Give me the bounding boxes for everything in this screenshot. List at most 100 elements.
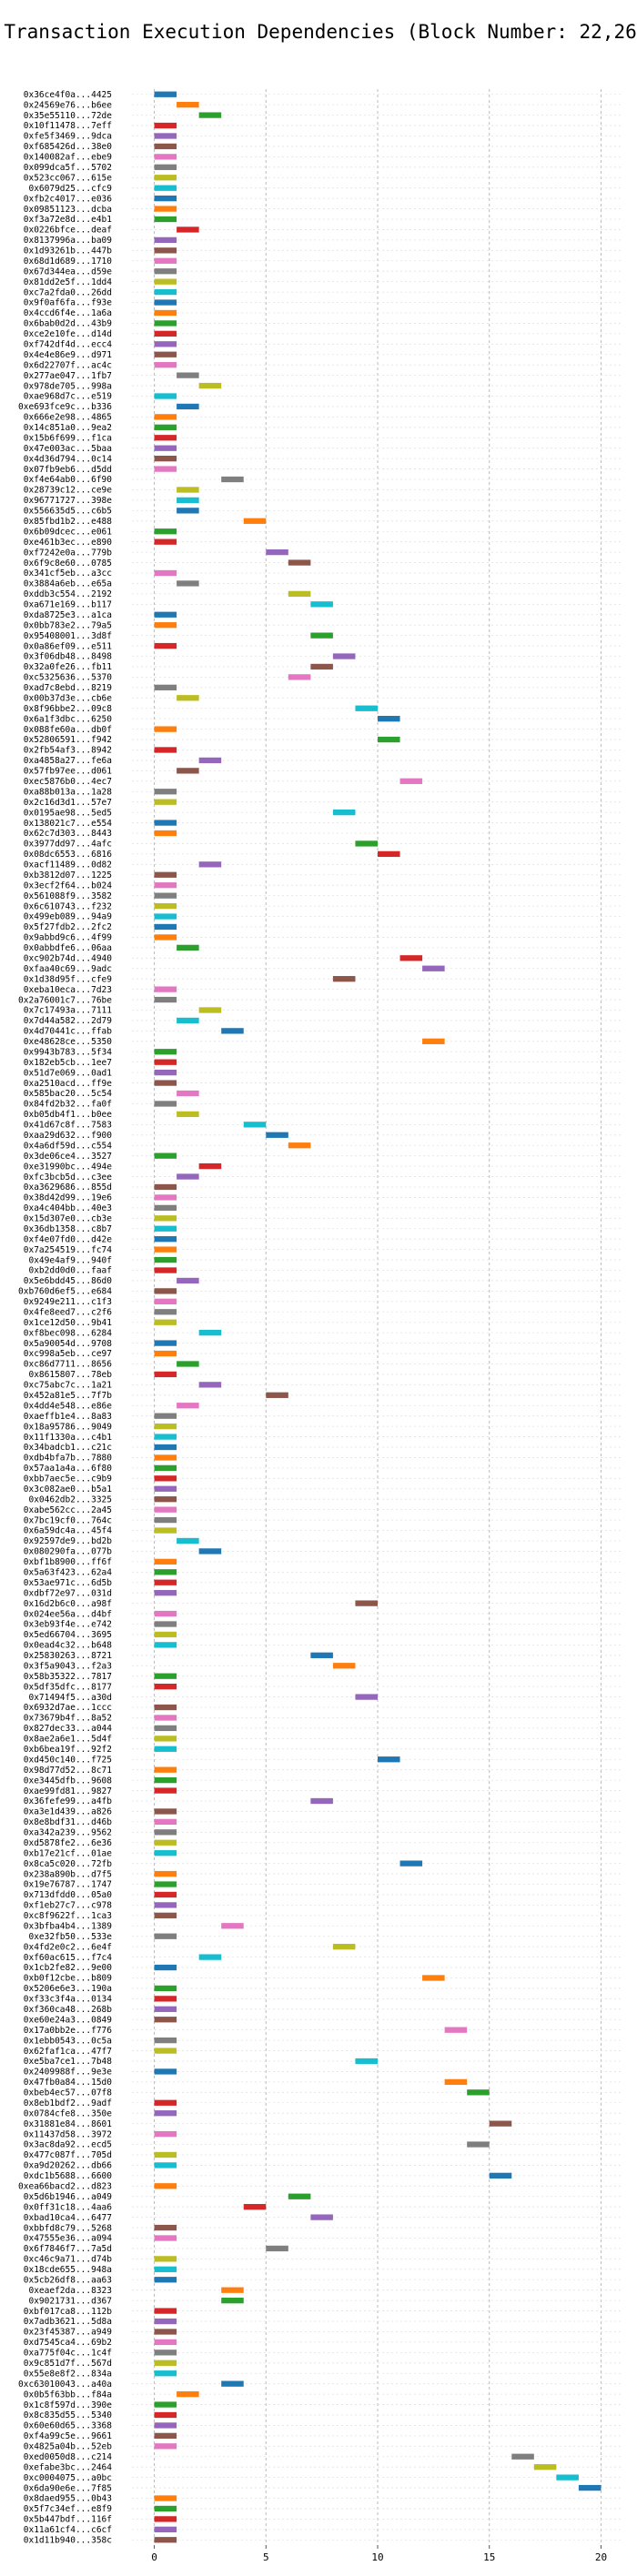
execution-bar [422,1975,445,1981]
execution-bar [154,1101,177,1107]
tx-label: 0x57fb97ee...d061 [24,767,113,777]
execution-bar [154,1715,177,1721]
tx-label: 0xfb2c4017...e036 [24,194,113,204]
execution-bar [467,2089,490,2096]
execution-bar [154,1631,177,1638]
execution-bar [154,1621,177,1627]
tx-label: 0x8ca5c020...72fb [24,1859,113,1869]
tx-label: 0xc998a5eb...ce97 [24,1349,112,1359]
execution-bar [332,809,356,816]
tx-label: 0x3f5a9043...f2a3 [24,1661,112,1671]
tx-label: 0x6bab0d2d...43b9 [24,319,113,329]
execution-bar [154,2308,177,2314]
execution-bar [221,1923,244,1929]
execution-bar [154,1340,177,1346]
tx-label: 0xc86d7711...8656 [24,1360,113,1370]
tx-label: 0x81dd2e5f...1dd4 [24,277,113,287]
execution-bar [154,2277,177,2283]
execution-bar [154,2370,177,2377]
execution-bar [198,757,222,764]
execution-bar [154,622,177,629]
tx-label: 0xbeb4ec57...07f8 [24,2088,113,2098]
tx-label: 0x5ed66704...3695 [24,1630,112,1640]
execution-bar [154,1683,177,1690]
execution-bar [154,611,177,618]
tx-label: 0x666e2e98...4865 [24,413,112,423]
tx-label: 0x16d2b6c0...a98f [24,1599,112,1609]
tx-label: 0xabe562cc...2a45 [24,1505,112,1515]
tx-label: 0x7bc19cf0...764c [24,1515,112,1525]
execution-bar [288,559,311,566]
tx-label: 0xf33c3f4a...0134 [24,1995,113,2005]
tx-label: 0xf1eb27c7...c978 [24,1901,113,1911]
tx-label: 0x8daed955...0b43 [24,2494,112,2504]
execution-bar [154,2443,177,2450]
execution-bar [154,164,177,170]
execution-bar [154,2422,177,2429]
tx-label: 0x2409988f...9e3e [24,2068,113,2078]
execution-bar [198,382,222,389]
execution-bar [177,2390,199,2398]
execution-bar [154,2360,177,2366]
execution-bar [422,965,445,971]
tx-label: 0xaa29d632...f900 [24,1131,113,1141]
execution-bar [310,1797,333,1805]
tx-label: 0x52806591...f942 [24,735,112,745]
execution-bar [154,1319,177,1325]
x-tick-label: 10 [371,2551,383,2563]
tx-label: 0x7a254519...fc74 [24,1245,113,1255]
tx-label: 0x4dd4e548...e86e [24,1401,113,1411]
execution-bar [578,2484,602,2491]
execution-bar [154,747,177,753]
tx-label: 0x5a90054d...9708 [24,1339,113,1349]
execution-bar [266,2245,288,2252]
execution-bar [154,1516,177,1524]
execution-bar [154,2099,177,2106]
execution-bar [154,1902,177,1908]
tx-label: 0x68d1d689...1710 [24,257,113,267]
execution-bar [243,518,267,524]
tx-label: 0x0b5f63bb...f84a [24,2390,112,2400]
tx-label: 0x6a59dc4a...45f4 [24,1526,113,1536]
execution-bar [154,1766,177,1773]
execution-bar [154,996,177,1003]
execution-bar [422,1038,445,1044]
execution-bar [177,1111,199,1118]
execution-bar [310,2214,333,2220]
tx-label: 0x1ebb0543...0c5a [24,2036,112,2046]
tx-label: 0xf4e64ab0...6f90 [24,475,113,485]
execution-bar [198,1007,222,1013]
execution-bar [154,1256,177,1263]
execution-bar [154,1850,177,1857]
tx-label: 0x7c17493a...7111 [24,1006,113,1016]
tx-label: 0x9249e211...c1f3 [24,1297,112,1307]
tx-label: 0xce2e10fe...d14d [24,329,112,339]
tx-label: 0xd7545ca4...69b2 [24,2338,112,2348]
tx-label: 0x8c835d55...5340 [24,2410,113,2420]
tx-label: 0x7d44a582...2d79 [24,1016,113,1026]
execution-bar [288,674,311,680]
tx-label: 0xea66bacd2...d823 [18,2181,112,2191]
tx-label: 0x08dc6553...6816 [24,850,113,860]
execution-bar [154,1204,177,1212]
tx-label: 0x55e8e8f2...834a [24,2369,112,2379]
execution-bar [154,882,177,889]
tx-label: 0x1ce12d50...9b41 [24,1318,113,1328]
execution-bar [154,642,177,649]
execution-bar [177,1277,199,1284]
execution-bar [467,2141,490,2148]
tx-label: 0xe5ba7ce1...7b48 [24,2057,113,2067]
execution-bar [266,1392,288,1398]
execution-bar [154,2235,177,2241]
execution-bar [154,1454,177,1461]
tx-label: 0x561088f9...3582 [24,891,112,901]
tx-label: 0x15b6f699...f1ca [24,433,112,443]
tx-label: 0xdb4bfa7b...7880 [24,1454,113,1464]
execution-bar [154,143,177,150]
tx-label: 0x4d36d794...0c14 [24,454,113,464]
execution-bar [154,195,177,202]
execution-bar [177,487,199,493]
bars [154,91,602,2543]
execution-bar [154,1236,177,1243]
execution-bar [154,341,177,347]
